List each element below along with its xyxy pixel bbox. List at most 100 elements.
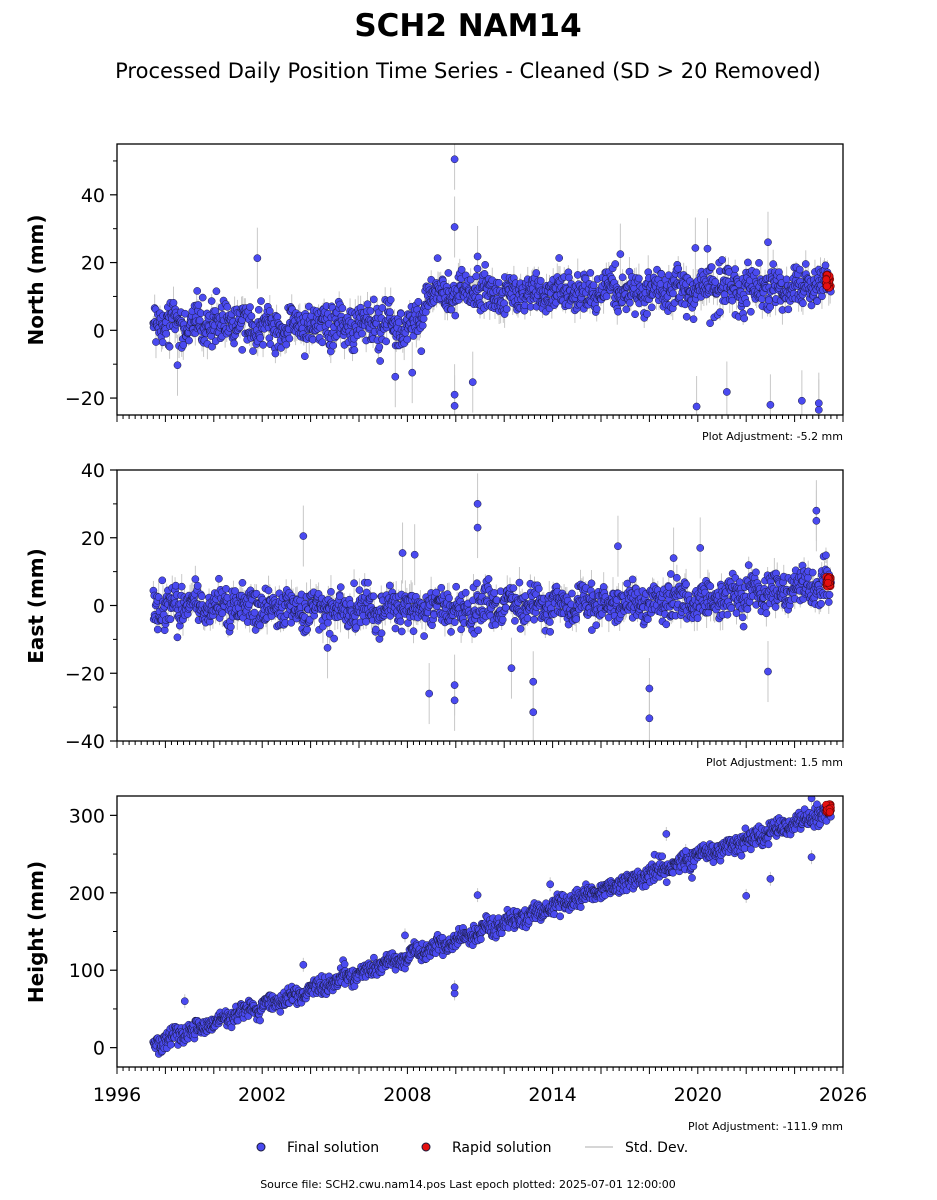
east-outlier-point [299,532,308,540]
east-final-point [264,586,273,595]
north-final-point [198,293,207,302]
east-y-tick-label: 20 [81,528,105,550]
north-final-point [473,264,482,273]
east-final-point [457,625,465,634]
north-final-point [602,292,611,301]
east-outlier-point [529,677,538,686]
east-final-point [461,588,470,597]
north-outlier-point [766,400,775,409]
east-outlier-point [473,500,482,508]
east-final-point [744,561,753,569]
east-final-point [623,579,632,588]
north-final-point [259,341,267,349]
north-final-point [764,296,773,305]
north-outlier-point [814,399,823,407]
east-final-point [238,578,247,587]
east-outlier-point [450,696,459,705]
north-final-point [565,273,573,282]
east-final-point [474,626,483,635]
north-final-point [657,270,666,278]
north-final-point [179,341,188,349]
east-final-point [432,588,441,597]
east-final-point [682,580,690,589]
north-y-tick-label: 0 [93,320,105,342]
east-final-point [706,582,715,591]
north-final-point [417,347,426,356]
north-outlier-point [703,244,712,253]
north-final-point [271,349,280,358]
north-final-point [162,329,171,338]
east-outlier-point [645,684,654,693]
east-final-point [452,582,460,591]
north-outlier-point [450,223,459,231]
north-final-point [386,308,394,316]
north-y-tick-label: 40 [81,185,105,207]
north-rapid-series [822,270,835,292]
north-final-point [230,339,238,348]
north-final-point [795,265,804,274]
north-final-point [821,261,830,270]
north-final-point [282,340,291,349]
north-final-point [254,305,263,314]
east-final-point [808,568,817,577]
north-final-point [369,295,378,304]
north-y-axis: −20 0 20 40 [65,160,117,410]
east-final-point [723,610,732,619]
north-final-point [618,273,627,282]
north-final-point [223,303,232,311]
east-outlier-point [323,643,332,652]
east-final-point [498,615,507,624]
east-final-point [492,596,501,604]
east-final-point [409,627,418,636]
north-outlier-point [450,155,459,164]
north-final-point [631,310,639,319]
north-final-point [784,305,793,314]
north-outlier-point [722,388,731,396]
north-final-point [807,301,816,310]
north-final-point [414,297,423,306]
north-outlier-point [450,390,459,399]
north-outlier-point [450,402,459,410]
north-final-point [674,264,683,273]
north-final-point [285,334,294,343]
north-final-point [625,298,634,307]
east-final-point [385,581,394,590]
north-outlier-point [814,406,823,414]
north-final-point [375,343,384,351]
east-final-point [484,575,493,583]
north-final-point [801,260,810,268]
east-final-point [825,590,834,599]
north-final-point [536,276,545,285]
north-final-point [382,337,390,346]
north-final-point [494,278,503,287]
east-points [149,473,835,741]
north-final-point [395,318,403,327]
north-final-point [622,305,631,314]
north-final-point [728,296,737,305]
east-y-tick-label: −40 [65,731,105,753]
east-final-point [391,624,400,633]
north-final-point [165,342,174,351]
east-final-point [490,589,499,597]
north-final-point [669,289,677,298]
east-final-point [534,584,543,593]
east-final-point [166,615,175,624]
north-final-point [731,265,740,273]
north-final-point [532,269,541,277]
east-outlier-point [450,681,459,689]
north-final-point [447,305,456,314]
east-outlier-point [645,714,654,723]
north-final-point [265,307,274,315]
east-final-point [153,625,162,634]
east-final-point [350,579,358,588]
north-axis-label: North (mm) [24,214,48,345]
east-panel: −40 −20 0 20 40 East (mm) Plot Adjustment: 1… [24,460,844,769]
east-final-point [303,625,312,634]
north-final-point [589,281,598,290]
north-final-point [208,342,216,351]
east-final-point [530,615,538,624]
north-final-point [358,329,366,338]
east-final-point [739,622,748,631]
north-final-point [376,357,384,365]
east-final-point [396,617,405,626]
